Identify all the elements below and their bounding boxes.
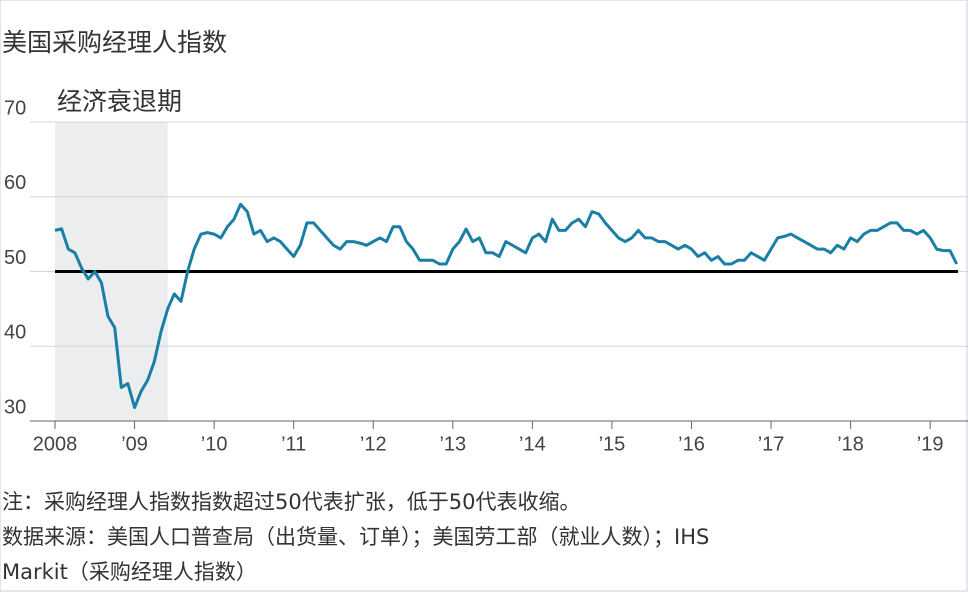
x-tick-label: ’14 xyxy=(519,433,546,455)
y-tick-label: 70 xyxy=(4,97,26,119)
note: 数据来源：美国人口普查局（出货量、订单）；美国劳工部（就业人数）；IHS xyxy=(2,525,709,549)
note: 注：采购经理人指数指数超过50代表扩张，低于50代表收缩。 xyxy=(2,490,580,514)
y-tick-label: 40 xyxy=(4,322,26,344)
x-tick-label: 2008 xyxy=(33,433,78,455)
x-tick-label: ’10 xyxy=(201,433,228,455)
x-tick-label: ’18 xyxy=(837,433,864,455)
x-tick-label: ’13 xyxy=(439,433,466,455)
y-tick-label: 50 xyxy=(4,247,26,269)
chart-title: 美国采购经理人指数 xyxy=(2,28,227,57)
series-line xyxy=(54,202,959,409)
y-tick-label: 30 xyxy=(4,396,26,418)
note: Markit（采购经理人指数） xyxy=(2,560,257,584)
recession-label: 经济衰退期 xyxy=(57,87,182,116)
x-tick-label: ’16 xyxy=(678,433,705,455)
x-tick-label: ’17 xyxy=(758,433,785,455)
x-tick-label: ’19 xyxy=(917,433,944,455)
x-tick-label: ’11 xyxy=(281,433,306,455)
x-tick-label: ’09 xyxy=(121,433,148,455)
y-tick-label: 60 xyxy=(4,172,26,194)
x-tick-label: ’15 xyxy=(599,433,626,455)
x-tick-label: ’12 xyxy=(360,433,387,455)
